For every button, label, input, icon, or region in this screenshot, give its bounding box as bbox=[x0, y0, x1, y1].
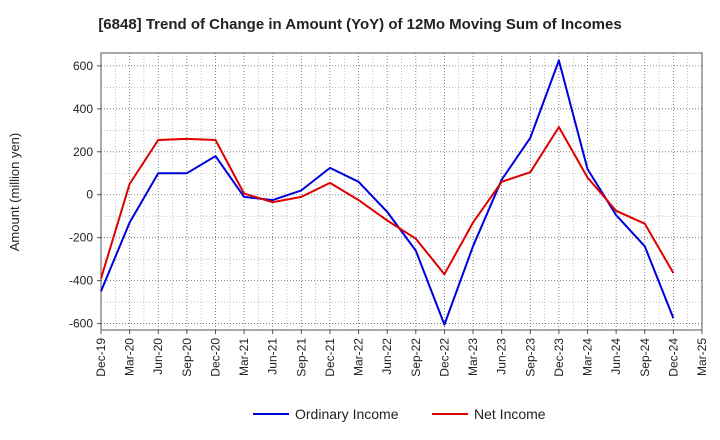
x-tick-label: Sep-22 bbox=[409, 338, 423, 377]
x-tick-label: Jun-21 bbox=[266, 338, 280, 375]
x-tick-label: Mar-25 bbox=[695, 338, 709, 376]
series-line-net-income bbox=[100, 126, 675, 279]
x-tick-label: Mar-20 bbox=[123, 338, 137, 376]
x-tick-label: Dec-21 bbox=[323, 338, 337, 377]
y-tick-label: 400 bbox=[73, 102, 93, 116]
x-tick-label: Dec-24 bbox=[666, 338, 680, 377]
plot-area bbox=[100, 52, 703, 331]
x-tick-label: Jun-23 bbox=[495, 338, 509, 375]
x-tick-label: Jun-24 bbox=[609, 338, 623, 375]
y-tick-label: -200 bbox=[69, 231, 93, 245]
x-tick-label: Dec-22 bbox=[437, 338, 451, 377]
series-lines bbox=[100, 59, 675, 326]
y-tick-label: -600 bbox=[69, 317, 93, 331]
x-axis-ticks: Dec-19 Mar-20 Jun-20 Sep-20 Dec-20 Mar-21 Jun-… bbox=[94, 330, 709, 377]
legend: Ordinary Income Net Income bbox=[253, 406, 546, 422]
legend-label: Ordinary Income bbox=[295, 406, 399, 422]
y-axis-title: Amount (million yen) bbox=[7, 133, 22, 252]
x-tick-label: Dec-23 bbox=[552, 338, 566, 377]
x-tick-label: Mar-24 bbox=[581, 338, 595, 376]
y-tick-label: -400 bbox=[69, 274, 93, 288]
x-tick-label: Jun-20 bbox=[151, 338, 165, 375]
x-tick-label: Mar-22 bbox=[352, 338, 366, 376]
series-line-ordinary-income bbox=[100, 59, 675, 326]
x-tick-label: Jun-22 bbox=[380, 338, 394, 375]
chart-title: [6848] Trend of Change in Amount (YoY) o… bbox=[98, 16, 622, 33]
x-tick-label: Sep-24 bbox=[638, 338, 652, 377]
x-tick-label: Sep-23 bbox=[523, 338, 537, 377]
y-tick-label: 200 bbox=[73, 145, 93, 159]
legend-label: Net Income bbox=[474, 406, 546, 422]
y-tick-label: 600 bbox=[73, 59, 93, 73]
y-axis-ticks: 600 400 200 0 -200 -400 -600 bbox=[69, 59, 101, 331]
x-tick-label: Sep-21 bbox=[294, 338, 308, 377]
x-tick-label: Sep-20 bbox=[180, 338, 194, 377]
x-tick-label: Mar-21 bbox=[237, 338, 251, 376]
y-tick-label: 0 bbox=[86, 188, 93, 202]
x-tick-label: Mar-23 bbox=[466, 338, 480, 376]
x-tick-label: Dec-19 bbox=[94, 338, 108, 377]
x-tick-label: Dec-20 bbox=[208, 338, 222, 377]
gridlines bbox=[100, 53, 703, 330]
